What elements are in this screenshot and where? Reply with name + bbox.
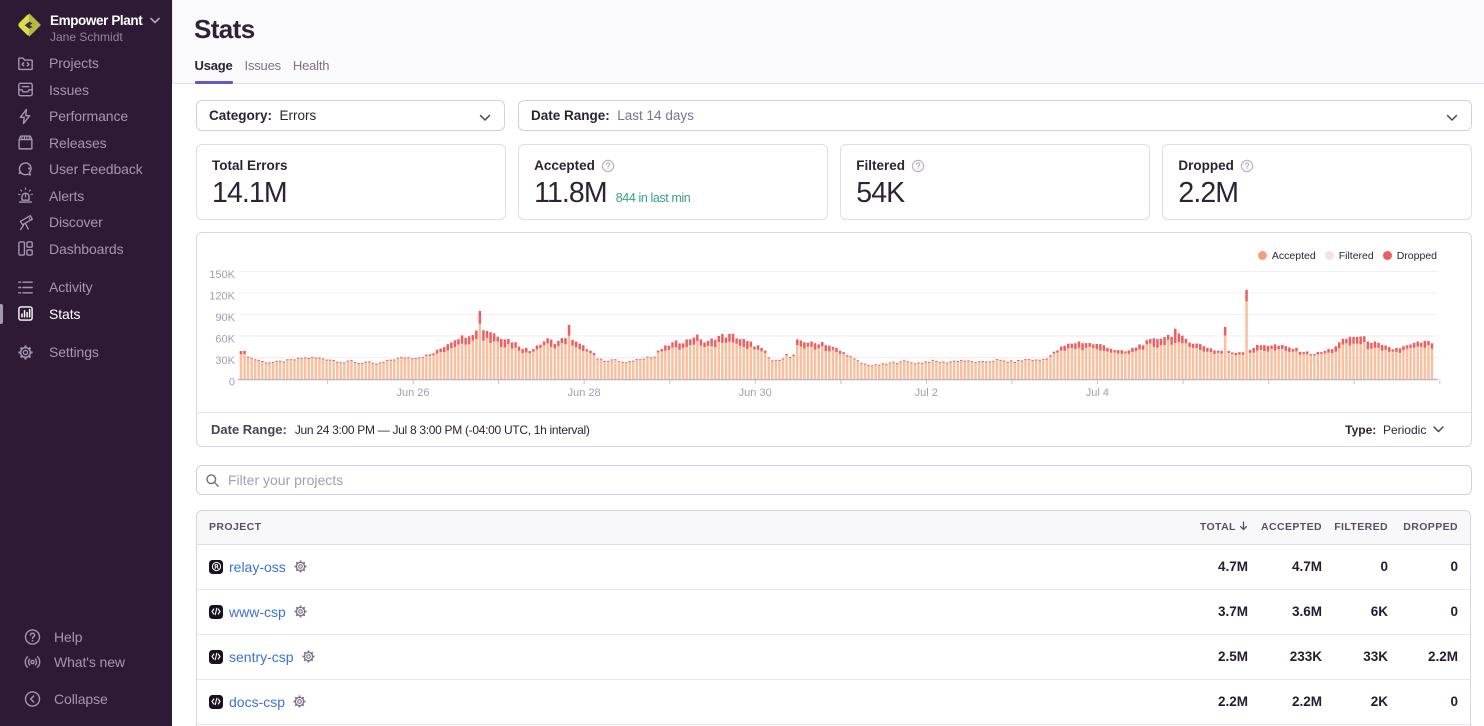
svg-text:Jul 2: Jul 2 — [915, 387, 938, 399]
svg-text:60K: 60K — [215, 334, 235, 346]
svg-text:Jun 26: Jun 26 — [396, 387, 429, 399]
svg-text:0: 0 — [229, 377, 235, 389]
svg-text:150K: 150K — [209, 269, 235, 281]
svg-text:Jun 30: Jun 30 — [739, 387, 772, 399]
svg-text:Jul 4: Jul 4 — [1086, 387, 1109, 399]
svg-text:120K: 120K — [209, 291, 235, 303]
svg-text:Jun 28: Jun 28 — [568, 387, 601, 399]
svg-text:90K: 90K — [215, 312, 235, 324]
svg-text:30K: 30K — [215, 355, 235, 367]
